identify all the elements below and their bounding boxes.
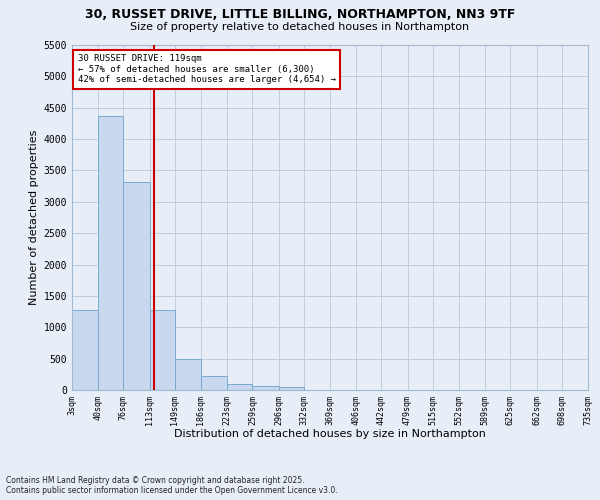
Text: 30, RUSSET DRIVE, LITTLE BILLING, NORTHAMPTON, NN3 9TF: 30, RUSSET DRIVE, LITTLE BILLING, NORTHA… xyxy=(85,8,515,20)
Bar xyxy=(98,116,124,390)
Text: Size of property relative to detached houses in Northampton: Size of property relative to detached ho… xyxy=(130,22,470,32)
Text: Contains HM Land Registry data © Crown copyright and database right 2025.
Contai: Contains HM Land Registry data © Crown c… xyxy=(6,476,338,495)
Bar xyxy=(124,182,149,390)
Text: 30 RUSSET DRIVE: 119sqm
← 57% of detached houses are smaller (6,300)
42% of semi: 30 RUSSET DRIVE: 119sqm ← 57% of detache… xyxy=(77,54,335,84)
Bar xyxy=(253,386,278,390)
Bar xyxy=(201,376,227,390)
Bar xyxy=(227,384,253,390)
Bar xyxy=(175,358,201,390)
X-axis label: Distribution of detached houses by size in Northampton: Distribution of detached houses by size … xyxy=(174,429,486,439)
Bar xyxy=(72,310,98,390)
Bar xyxy=(278,387,304,390)
Bar xyxy=(149,310,175,390)
Y-axis label: Number of detached properties: Number of detached properties xyxy=(29,130,40,305)
